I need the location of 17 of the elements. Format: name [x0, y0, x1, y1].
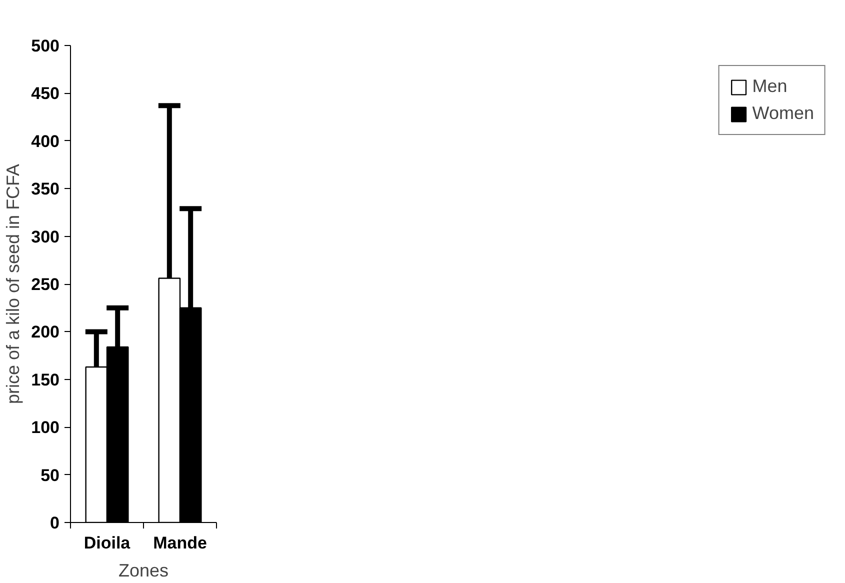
y-axis-title: price of a kilo of seed in FCFA	[3, 164, 24, 404]
y-tick-label: 450	[31, 84, 60, 104]
y-tick-label: 100	[31, 418, 60, 438]
y-tick-label: 150	[31, 370, 60, 390]
x-tick-label: Mande	[153, 534, 207, 552]
y-tick-label: 250	[31, 275, 60, 294]
y-tick-label: 200	[31, 322, 60, 342]
y-tick-label: 500	[31, 36, 60, 56]
y-tick-label: 350	[31, 180, 60, 199]
y-tick-label: 400	[31, 132, 60, 151]
x-tick-label: Dioila	[84, 534, 131, 552]
legend-label: Women	[752, 103, 814, 124]
y-tick-label: 0	[50, 514, 60, 532]
y-tick-label: 300	[31, 227, 60, 246]
y-tick-label: 50	[40, 466, 60, 485]
x-axis-title: Zones	[118, 560, 169, 580]
legend-label: Men	[752, 76, 788, 97]
